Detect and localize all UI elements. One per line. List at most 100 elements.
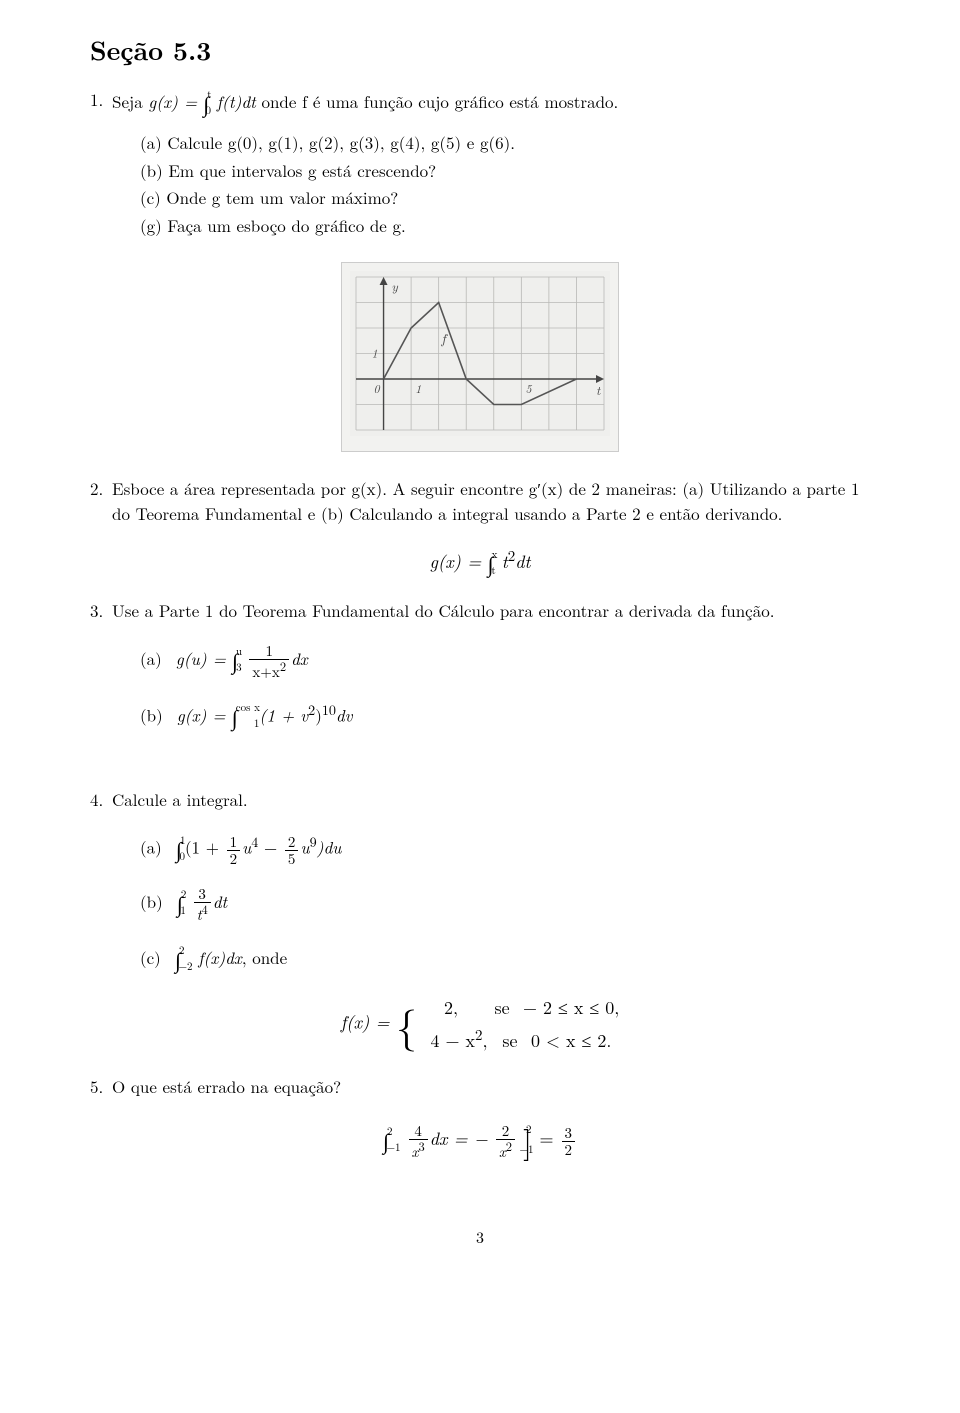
- int-upper: x: [492, 547, 498, 562]
- svg-text:1: 1: [372, 345, 378, 362]
- svg-text:1: 1: [415, 380, 421, 397]
- label: (a): [140, 646, 162, 670]
- math: u: [242, 835, 251, 859]
- math: f(x)dx: [198, 945, 242, 969]
- text: , onde: [242, 945, 287, 969]
- pw-val: 4 − x2,: [429, 1023, 489, 1056]
- math: g(x) =: [177, 702, 232, 726]
- int-upper: 2: [181, 887, 187, 902]
- math: g(x) =: [148, 89, 203, 113]
- pw-se: se: [487, 994, 517, 1023]
- fraction: 25: [285, 834, 299, 867]
- svg-text:y: y: [392, 276, 399, 295]
- problem-num: 4.: [90, 787, 103, 813]
- math: dt: [213, 889, 227, 913]
- line-chart: 0151tyf: [350, 271, 610, 436]
- math: f(x) =: [341, 1010, 396, 1035]
- den: x+x2: [249, 660, 289, 680]
- int-upper: 2: [387, 1124, 393, 1139]
- sub-b: (b) Em que intervalos g está crescendo?: [140, 158, 870, 184]
- exp: 3: [419, 1137, 425, 1155]
- page-number: 3: [90, 1225, 870, 1249]
- problem-3: 3. Use a Parte 1 do Teorema Fundamental …: [112, 598, 870, 734]
- math: 4 − x: [430, 1028, 475, 1053]
- int-lower: 1: [180, 903, 186, 918]
- pw-row: 4 − x2, se 0 < x ≤ 2.: [421, 1023, 619, 1056]
- den: x3: [409, 1140, 428, 1160]
- int-upper: t: [207, 87, 211, 102]
- fraction: 3t4: [194, 886, 211, 923]
- math: (1 + v: [259, 702, 308, 726]
- problem-2: 2. Esboce a área representada por g(x). …: [112, 476, 870, 527]
- pw-cond: − 2 ≤ x ≤ 0,: [523, 995, 619, 1020]
- text: onde f é uma função cujo gráfico está mo…: [256, 89, 618, 113]
- problem-5: 5. O que está errado na equação?: [112, 1074, 870, 1100]
- math: u: [300, 835, 309, 859]
- problem-1-text: Seja g(x) = ∫t0 f(t)dt onde f é uma funç…: [112, 89, 618, 113]
- text: ,: [482, 1028, 487, 1053]
- svg-text:5: 5: [525, 380, 532, 397]
- problem-num: 1.: [90, 87, 103, 113]
- pw-val: 2,: [421, 994, 481, 1023]
- problem-5-text: O que está errado na equação?: [112, 1074, 341, 1098]
- int-lower: t: [491, 563, 495, 578]
- problem-1: 1. Seja g(x) = ∫t0 f(t)dt onde f é uma f…: [112, 87, 870, 238]
- fraction: 4x3: [409, 1123, 428, 1160]
- int-lower: 0: [206, 103, 212, 118]
- section-title: Seção 5.3: [90, 30, 870, 69]
- sub-a: (a) Calcule g(0), g(1), g(2), g(3), g(4)…: [140, 130, 870, 156]
- sub-c: (c) Onde g tem um valor máximo?: [140, 185, 870, 211]
- bracket-lower: −1: [519, 1142, 533, 1157]
- chart-container: 0151tyf: [90, 262, 870, 452]
- math: =: [534, 1126, 560, 1151]
- int-upper: 2: [179, 943, 185, 958]
- int-upper: u: [236, 644, 242, 659]
- problem-3-text: Use a Parte 1 do Teorema Fundamental do …: [112, 598, 774, 622]
- math: dx = −: [430, 1126, 488, 1151]
- math: g(x) =: [430, 549, 488, 574]
- sub-a: (a) g(u) = ∫u3 1x+x2dx: [140, 643, 870, 680]
- piecewise-block: { 2, se − 2 ≤ x ≤ 0, 4 − x2, se 0 < x ≤ …: [396, 994, 619, 1056]
- problem-1-subs: (a) Calcule g(0), g(1), g(2), g(3), g(4)…: [140, 130, 870, 238]
- math: (1 +: [185, 835, 225, 859]
- math: ): [315, 702, 322, 726]
- label: (b): [140, 702, 163, 726]
- exp: 10: [322, 700, 336, 720]
- text: Seja: [112, 89, 148, 113]
- den: 2: [227, 851, 241, 867]
- math: dx: [291, 646, 308, 670]
- int-lower: −1: [386, 1140, 400, 1155]
- problem-2-text: Esboce a área representada por g(x). A s…: [112, 476, 859, 526]
- label: (a): [140, 835, 162, 859]
- math: x: [499, 1141, 506, 1162]
- sub-a: (a) ∫10(1 + 12u4 − 25u9)du: [140, 832, 870, 866]
- problem-num: 2.: [90, 476, 103, 502]
- problem-4: 4. Calcule a integral. (a) ∫10(1 + 12u4 …: [112, 787, 870, 976]
- math: g(u) =: [176, 646, 232, 670]
- problem-4-text: Calcule a integral.: [112, 787, 248, 811]
- den: 2: [562, 1142, 576, 1158]
- int-lower: 3: [236, 660, 242, 675]
- math: −: [258, 835, 283, 859]
- problem-5-equation: ∫2−1 4x3dx = − 2x2 ]2−1 = 32: [90, 1117, 870, 1165]
- pw-row: 2, se − 2 ≤ x ≤ 0,: [421, 994, 619, 1023]
- sub-c: (c) ∫2−2 f(x)dx, onde: [140, 943, 870, 976]
- text: x+x: [252, 661, 280, 682]
- sub-b: (b) ∫21 3t4dt: [140, 886, 870, 923]
- math: x: [412, 1141, 419, 1162]
- math: )du: [317, 835, 342, 859]
- math: dv: [336, 702, 353, 726]
- fraction: 12: [227, 834, 241, 867]
- math: dt: [515, 549, 530, 574]
- piecewise-rows: 2, se − 2 ≤ x ≤ 0, 4 − x2, se 0 < x ≤ 2.: [421, 994, 619, 1056]
- problem-2-equation: g(x) = ∫xt t2dt: [90, 545, 870, 580]
- fraction: 1x+x2: [249, 643, 289, 680]
- fraction: 2x2: [496, 1123, 515, 1160]
- exp: 4: [202, 900, 208, 918]
- svg-text:0: 0: [374, 380, 381, 397]
- int-upper: cos x: [236, 700, 260, 715]
- problem-num: 3.: [90, 598, 103, 624]
- pw-se: se: [495, 1027, 525, 1056]
- int-lower: −2: [178, 959, 192, 974]
- chart-frame: 0151tyf: [341, 262, 619, 452]
